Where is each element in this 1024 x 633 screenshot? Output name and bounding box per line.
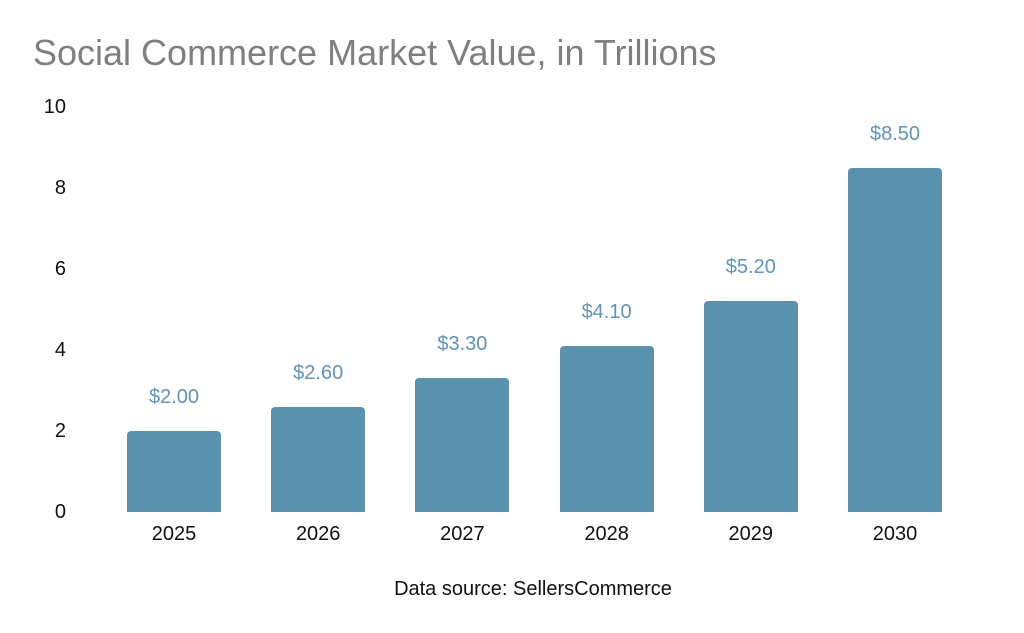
bar <box>848 167 942 512</box>
x-axis-label: 2030 <box>872 523 918 545</box>
chart-title: Social Commerce Market Value, in Trillio… <box>33 32 717 73</box>
bar-value-label: $8.50 <box>869 122 921 145</box>
bar-value-label: $4.10 <box>581 300 632 323</box>
y-axis-tick-label: 2 <box>54 420 66 442</box>
bar <box>559 345 654 512</box>
y-axis-tick-label: 6 <box>54 258 66 280</box>
x-axis-label: 2025 <box>151 523 197 545</box>
y-axis-tick-label: 8 <box>54 177 66 199</box>
bar-value-label: $5.20 <box>725 256 776 279</box>
bar-value-label: $3.30 <box>437 333 488 356</box>
bar-value-label: $2.60 <box>293 361 344 384</box>
x-axis-label: 2028 <box>584 523 629 545</box>
data-source-caption: Data source: SellersCommerce <box>394 578 672 600</box>
bar <box>703 301 798 512</box>
x-axis-label: 2026 <box>295 523 341 545</box>
y-axis-tick-label: 0 <box>54 501 66 523</box>
x-axis-label: 2027 <box>440 523 485 545</box>
bar <box>271 406 366 512</box>
bar <box>415 378 510 512</box>
bar-value-label: $2.00 <box>148 386 200 408</box>
y-axis-tick-label: 10 <box>43 96 66 118</box>
x-axis-label: 2029 <box>728 523 774 545</box>
bar <box>127 431 221 512</box>
y-axis-tick-label: 4 <box>54 339 66 361</box>
